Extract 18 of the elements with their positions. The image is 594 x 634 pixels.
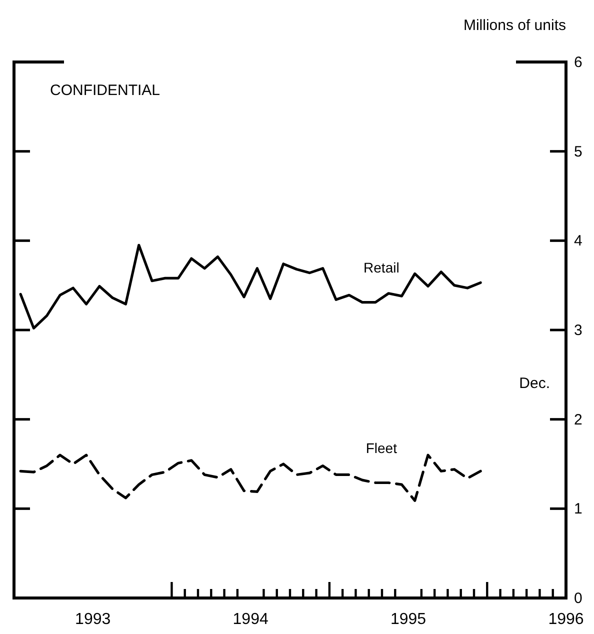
line-series [19, 244, 482, 330]
y-tick-label: 3 [574, 322, 582, 339]
annotation: Dec. [519, 375, 550, 392]
x-tick-label: 1994 [232, 611, 268, 628]
line-series [19, 454, 482, 502]
y-tick-label: 0 [574, 590, 582, 607]
series-label: Retail [364, 259, 400, 276]
annotation: CONFIDENTIAL [50, 82, 160, 99]
y-tick-label: 6 [574, 54, 582, 71]
y-tick-label: 4 [574, 232, 582, 250]
y-tick-label: 2 [574, 411, 582, 428]
y-axis-title: Millions of units [463, 17, 566, 34]
x-tick-label: 1993 [75, 611, 111, 628]
y-tick-label: 1 [574, 500, 582, 518]
x-tick-label: 1996 [548, 611, 584, 628]
y-tick-label: 5 [574, 143, 582, 160]
series-label: Fleet [366, 440, 398, 456]
x-tick-label: 1995 [390, 611, 426, 628]
